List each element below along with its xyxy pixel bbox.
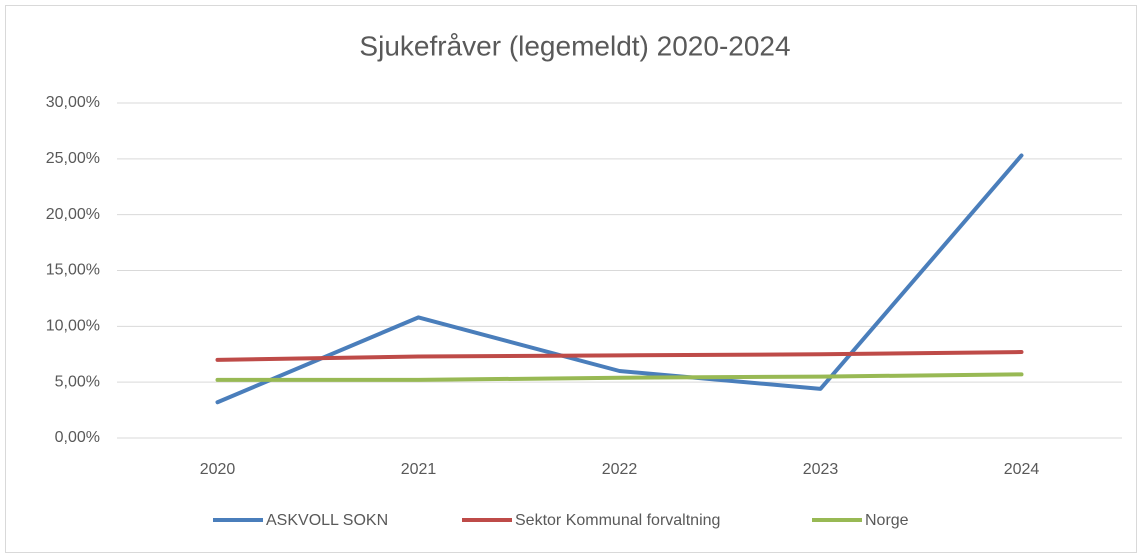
series-line: [215, 153, 1024, 405]
y-tick-label: 10,00%: [46, 318, 100, 335]
x-tick-label: 2020: [200, 461, 236, 478]
chart-title: Sjukefråver (legemeldt) 2020-2024: [359, 30, 790, 61]
chart-border: [5, 5, 1137, 553]
x-tick-label: 2022: [602, 461, 638, 478]
y-tick-label: 20,00%: [46, 206, 100, 223]
y-tick-label: 15,00%: [46, 262, 100, 279]
series-line: [215, 350, 1024, 362]
legend-label: ASKVOLL SOKN: [266, 512, 388, 529]
legend-label: Sektor Kommunal forvaltning: [515, 512, 720, 529]
legend-label: Norge: [865, 512, 909, 529]
y-tick-label: 5,00%: [55, 373, 100, 390]
x-tick-label: 2021: [401, 461, 437, 478]
y-tick-label: 0,00%: [55, 429, 100, 446]
y-tick-label: 25,00%: [46, 150, 100, 167]
x-tick-label: 2024: [1004, 461, 1040, 478]
series-line: [215, 372, 1024, 382]
x-tick-label: 2023: [803, 461, 839, 478]
y-tick-label: 30,00%: [46, 94, 100, 111]
